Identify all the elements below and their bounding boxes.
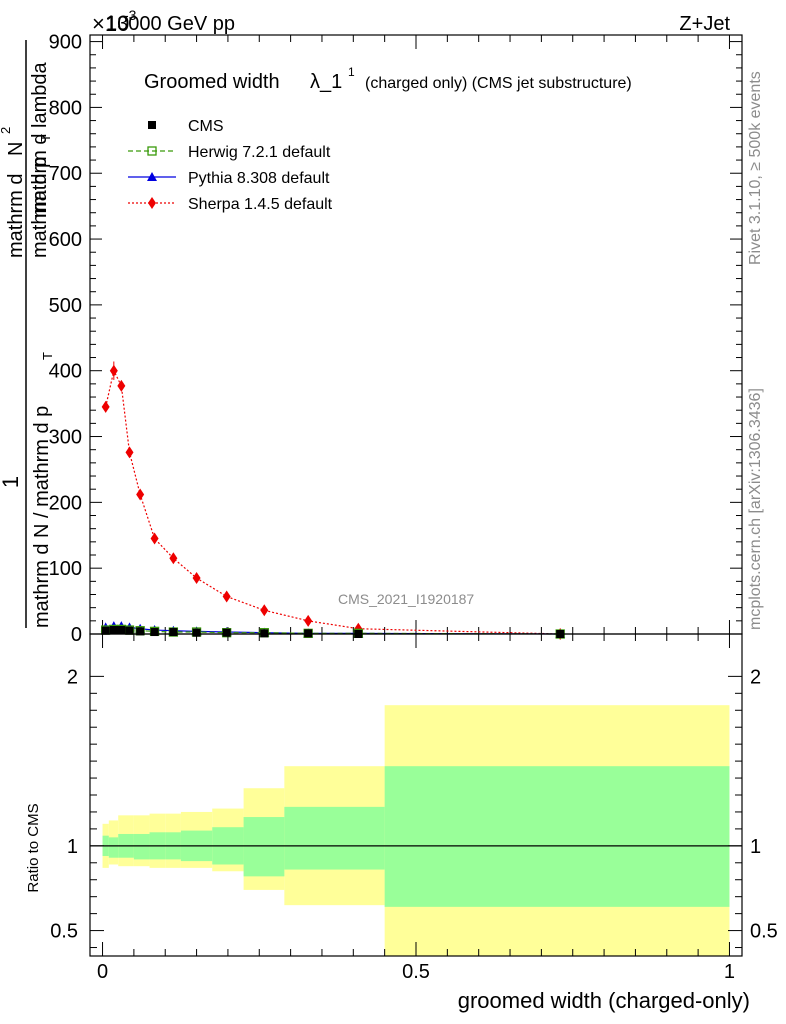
inner-band-bin <box>384 766 730 907</box>
ratio-y-tick-label: 1 <box>67 836 78 858</box>
sherpa-point <box>222 590 231 603</box>
ratio-y-tick-label: 0.5 <box>50 921 78 943</box>
cms-point <box>136 627 145 636</box>
cms-point <box>222 628 231 637</box>
y-tick-label: 300 <box>49 427 82 449</box>
legend-label: Sherpa 1.4.5 default <box>188 196 333 213</box>
y-title-denominator-sub: T <box>40 352 55 360</box>
y-tick-label: 400 <box>49 361 82 383</box>
ratio-y-tick-label-right: 1 <box>750 836 761 858</box>
legend-item: CMS <box>148 118 224 135</box>
y-title-numerator: 1 <box>0 476 23 488</box>
y-tick-label: 200 <box>49 492 82 514</box>
ratio-axis-ticks <box>90 634 742 956</box>
sherpa-point <box>150 532 159 545</box>
ratio-y-axis-title: Ratio to CMS <box>25 803 42 892</box>
y-title-line2-sub: T <box>38 134 53 142</box>
y-tick-label: 500 <box>49 295 82 317</box>
ratio-y-tick-labels-right: 0.5 1 2 <box>750 666 778 942</box>
sherpa-point <box>304 614 313 627</box>
cms-point <box>109 626 118 635</box>
legend-item: Pythia 8.308 default <box>128 170 330 187</box>
analysis-watermark: CMS_2021_I1920187 <box>338 591 474 607</box>
inner-band-bin <box>243 817 285 877</box>
ratio-plot-panel: 0.5 1 2 0.5 1 2 <box>50 633 778 957</box>
energy-label: 13000 GeV pp <box>106 13 235 35</box>
cms-point <box>150 628 159 637</box>
inner-band-bin <box>108 837 119 858</box>
cms-point <box>304 629 313 638</box>
exponent-label: ×10 <box>92 11 129 36</box>
exponent-power: -3 <box>124 7 137 23</box>
legend: CMS Herwig 7.2.1 default Pythia 8.308 defa… <box>128 118 333 213</box>
cms-point <box>117 626 126 635</box>
y-title-line2-sup: 2 <box>0 127 13 134</box>
legend-label: CMS <box>188 118 224 135</box>
ratio-frame <box>89 633 743 957</box>
legend-item: Herwig 7.2.1 default <box>128 144 331 161</box>
x-axis-title: groomed width (charged-only) <box>458 988 750 1013</box>
ratio-y-tick-label-right: 2 <box>750 666 761 688</box>
y-title-line2: mathrm d <box>5 174 27 258</box>
ratio-y-tick-label: 2 <box>67 666 78 688</box>
series-layer <box>100 361 566 640</box>
cms-point <box>260 629 269 638</box>
cms-point <box>169 628 178 637</box>
legend-item: Sherpa 1.4.5 default <box>128 196 333 213</box>
sherpa-point <box>260 604 269 617</box>
pythia-point <box>147 172 157 181</box>
y-title-line2d: mathrm d lambda <box>29 62 51 218</box>
y-title-line2b: N <box>5 142 27 156</box>
y-title-denominator: mathrm d N / mathrm d p <box>31 406 53 628</box>
x-tick-label: 0.5 <box>402 961 430 983</box>
y-title-line2c: mathrm d p <box>29 157 51 258</box>
y-tick-label: 800 <box>49 97 82 119</box>
inner-band-bin <box>133 833 150 860</box>
series-sherpa <box>101 361 565 640</box>
sherpa-point <box>117 379 126 392</box>
mcplots-label: mcplots.cern.ch [arXiv:1306.3436] <box>747 388 764 630</box>
legend-label: Herwig 7.2.1 default <box>188 144 331 161</box>
title-symbol: λ_1 <box>310 71 342 93</box>
title-note: (charged only) (CMS jet substructure) <box>365 75 632 92</box>
herwig-point <box>147 146 157 156</box>
series-line <box>105 368 561 635</box>
ratio-y-tick-label-right: 0.5 <box>750 921 778 943</box>
legend-label: Pythia 8.308 default <box>188 170 330 187</box>
uncertainty-bands <box>90 705 742 956</box>
plot-title: Groomed width λ_1 1 (charged only) (CMS … <box>144 65 632 93</box>
sherpa-point <box>148 197 156 209</box>
title-text: Groomed width <box>144 71 280 93</box>
y-tick-label: 900 <box>49 32 82 54</box>
x-tick-label: 0 <box>97 961 108 983</box>
sherpa-point <box>109 364 118 377</box>
sherpa-point <box>125 446 134 459</box>
cms-point <box>125 626 134 635</box>
sherpa-point <box>169 552 178 565</box>
cms-point <box>101 626 110 635</box>
main-y-tick-labels: 0 100 200 300 400 500 600 700 800 900 <box>49 32 82 646</box>
sherpa-point <box>101 400 110 413</box>
x-tick-label: 1 <box>724 961 735 983</box>
ratio-y-tick-labels: 0.5 1 2 <box>50 666 78 942</box>
sherpa-point <box>192 572 201 585</box>
y-tick-label: 700 <box>49 163 82 185</box>
cms-point <box>148 121 156 129</box>
title-superscript: 1 <box>348 65 355 79</box>
main-plot-panel: 0 100 200 300 400 500 600 700 800 900 <box>49 32 743 646</box>
y-tick-label: 100 <box>49 558 82 580</box>
main-y-axis-title: 1 mathrm d N / mathrm d p T mathrm d N 2… <box>0 40 55 628</box>
x-tick-labels: 0 0.5 1 <box>97 961 735 983</box>
process-label: Z+Jet <box>679 13 730 35</box>
y-tick-label: 0 <box>71 624 82 646</box>
y-tick-label: 600 <box>49 229 82 251</box>
cms-point <box>192 628 201 637</box>
inner-band-bin <box>284 806 385 870</box>
sherpa-point <box>136 488 145 501</box>
rivet-label: Rivet 3.1.10, ≥ 500k events <box>747 71 764 265</box>
